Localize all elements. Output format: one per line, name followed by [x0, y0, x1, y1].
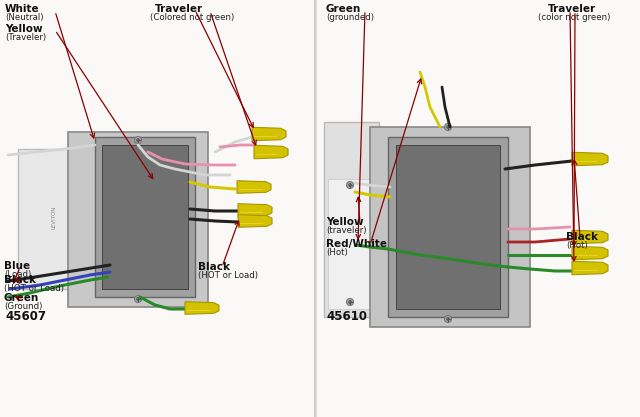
Polygon shape	[237, 181, 271, 193]
Text: Traveler: Traveler	[548, 4, 596, 14]
Ellipse shape	[445, 123, 451, 131]
Ellipse shape	[447, 317, 449, 321]
Text: (Colored not green): (Colored not green)	[150, 13, 234, 22]
Text: Yellow: Yellow	[326, 217, 364, 227]
Polygon shape	[238, 203, 272, 216]
Bar	[102, 145, 188, 289]
Polygon shape	[572, 261, 608, 275]
Text: Black: Black	[198, 262, 230, 272]
Text: 45610: 45610	[326, 310, 367, 323]
Polygon shape	[252, 127, 286, 141]
Ellipse shape	[134, 296, 141, 302]
Text: Blue: Blue	[4, 261, 30, 271]
Text: (HOT or Load): (HOT or Load)	[198, 271, 258, 280]
Bar	[396, 145, 500, 309]
Ellipse shape	[349, 301, 351, 304]
Text: Yellow: Yellow	[5, 24, 43, 34]
Text: (Hot): (Hot)	[326, 248, 348, 257]
Ellipse shape	[136, 138, 140, 141]
Bar	[370, 127, 530, 327]
Text: (color not green): (color not green)	[538, 13, 611, 22]
Text: (Load): (Load)	[4, 270, 31, 279]
Text: (HOT or Load): (HOT or Load)	[4, 284, 64, 293]
Text: (Traveler): (Traveler)	[5, 33, 46, 42]
Text: Green: Green	[4, 293, 39, 303]
Text: (traveler): (traveler)	[326, 226, 367, 235]
Ellipse shape	[447, 126, 449, 128]
Text: Black: Black	[4, 275, 36, 285]
Text: LEVITON: LEVITON	[51, 205, 56, 229]
Text: Red/White: Red/White	[326, 239, 387, 249]
Ellipse shape	[134, 136, 141, 143]
Text: (grounded): (grounded)	[326, 13, 374, 22]
Text: Traveler: Traveler	[155, 4, 203, 14]
Bar	[18, 149, 90, 289]
Text: White: White	[5, 4, 40, 14]
Text: (Ground): (Ground)	[4, 302, 42, 311]
Bar	[388, 137, 508, 317]
Text: (Neutral): (Neutral)	[5, 13, 44, 22]
Text: Green: Green	[326, 4, 361, 14]
Ellipse shape	[349, 183, 351, 186]
Polygon shape	[572, 246, 608, 260]
Polygon shape	[185, 302, 219, 314]
Text: (Hot): (Hot)	[566, 241, 588, 250]
Bar	[68, 132, 208, 307]
Bar	[328, 179, 372, 309]
Polygon shape	[572, 230, 608, 244]
Bar	[324, 122, 379, 317]
Text: Black: Black	[566, 232, 598, 242]
Ellipse shape	[346, 181, 353, 188]
Polygon shape	[254, 145, 288, 159]
Ellipse shape	[136, 297, 140, 301]
Ellipse shape	[346, 299, 353, 306]
Polygon shape	[572, 152, 608, 166]
Text: 45607: 45607	[5, 310, 46, 323]
Ellipse shape	[445, 316, 451, 322]
Polygon shape	[238, 215, 272, 227]
Bar	[95, 137, 195, 297]
